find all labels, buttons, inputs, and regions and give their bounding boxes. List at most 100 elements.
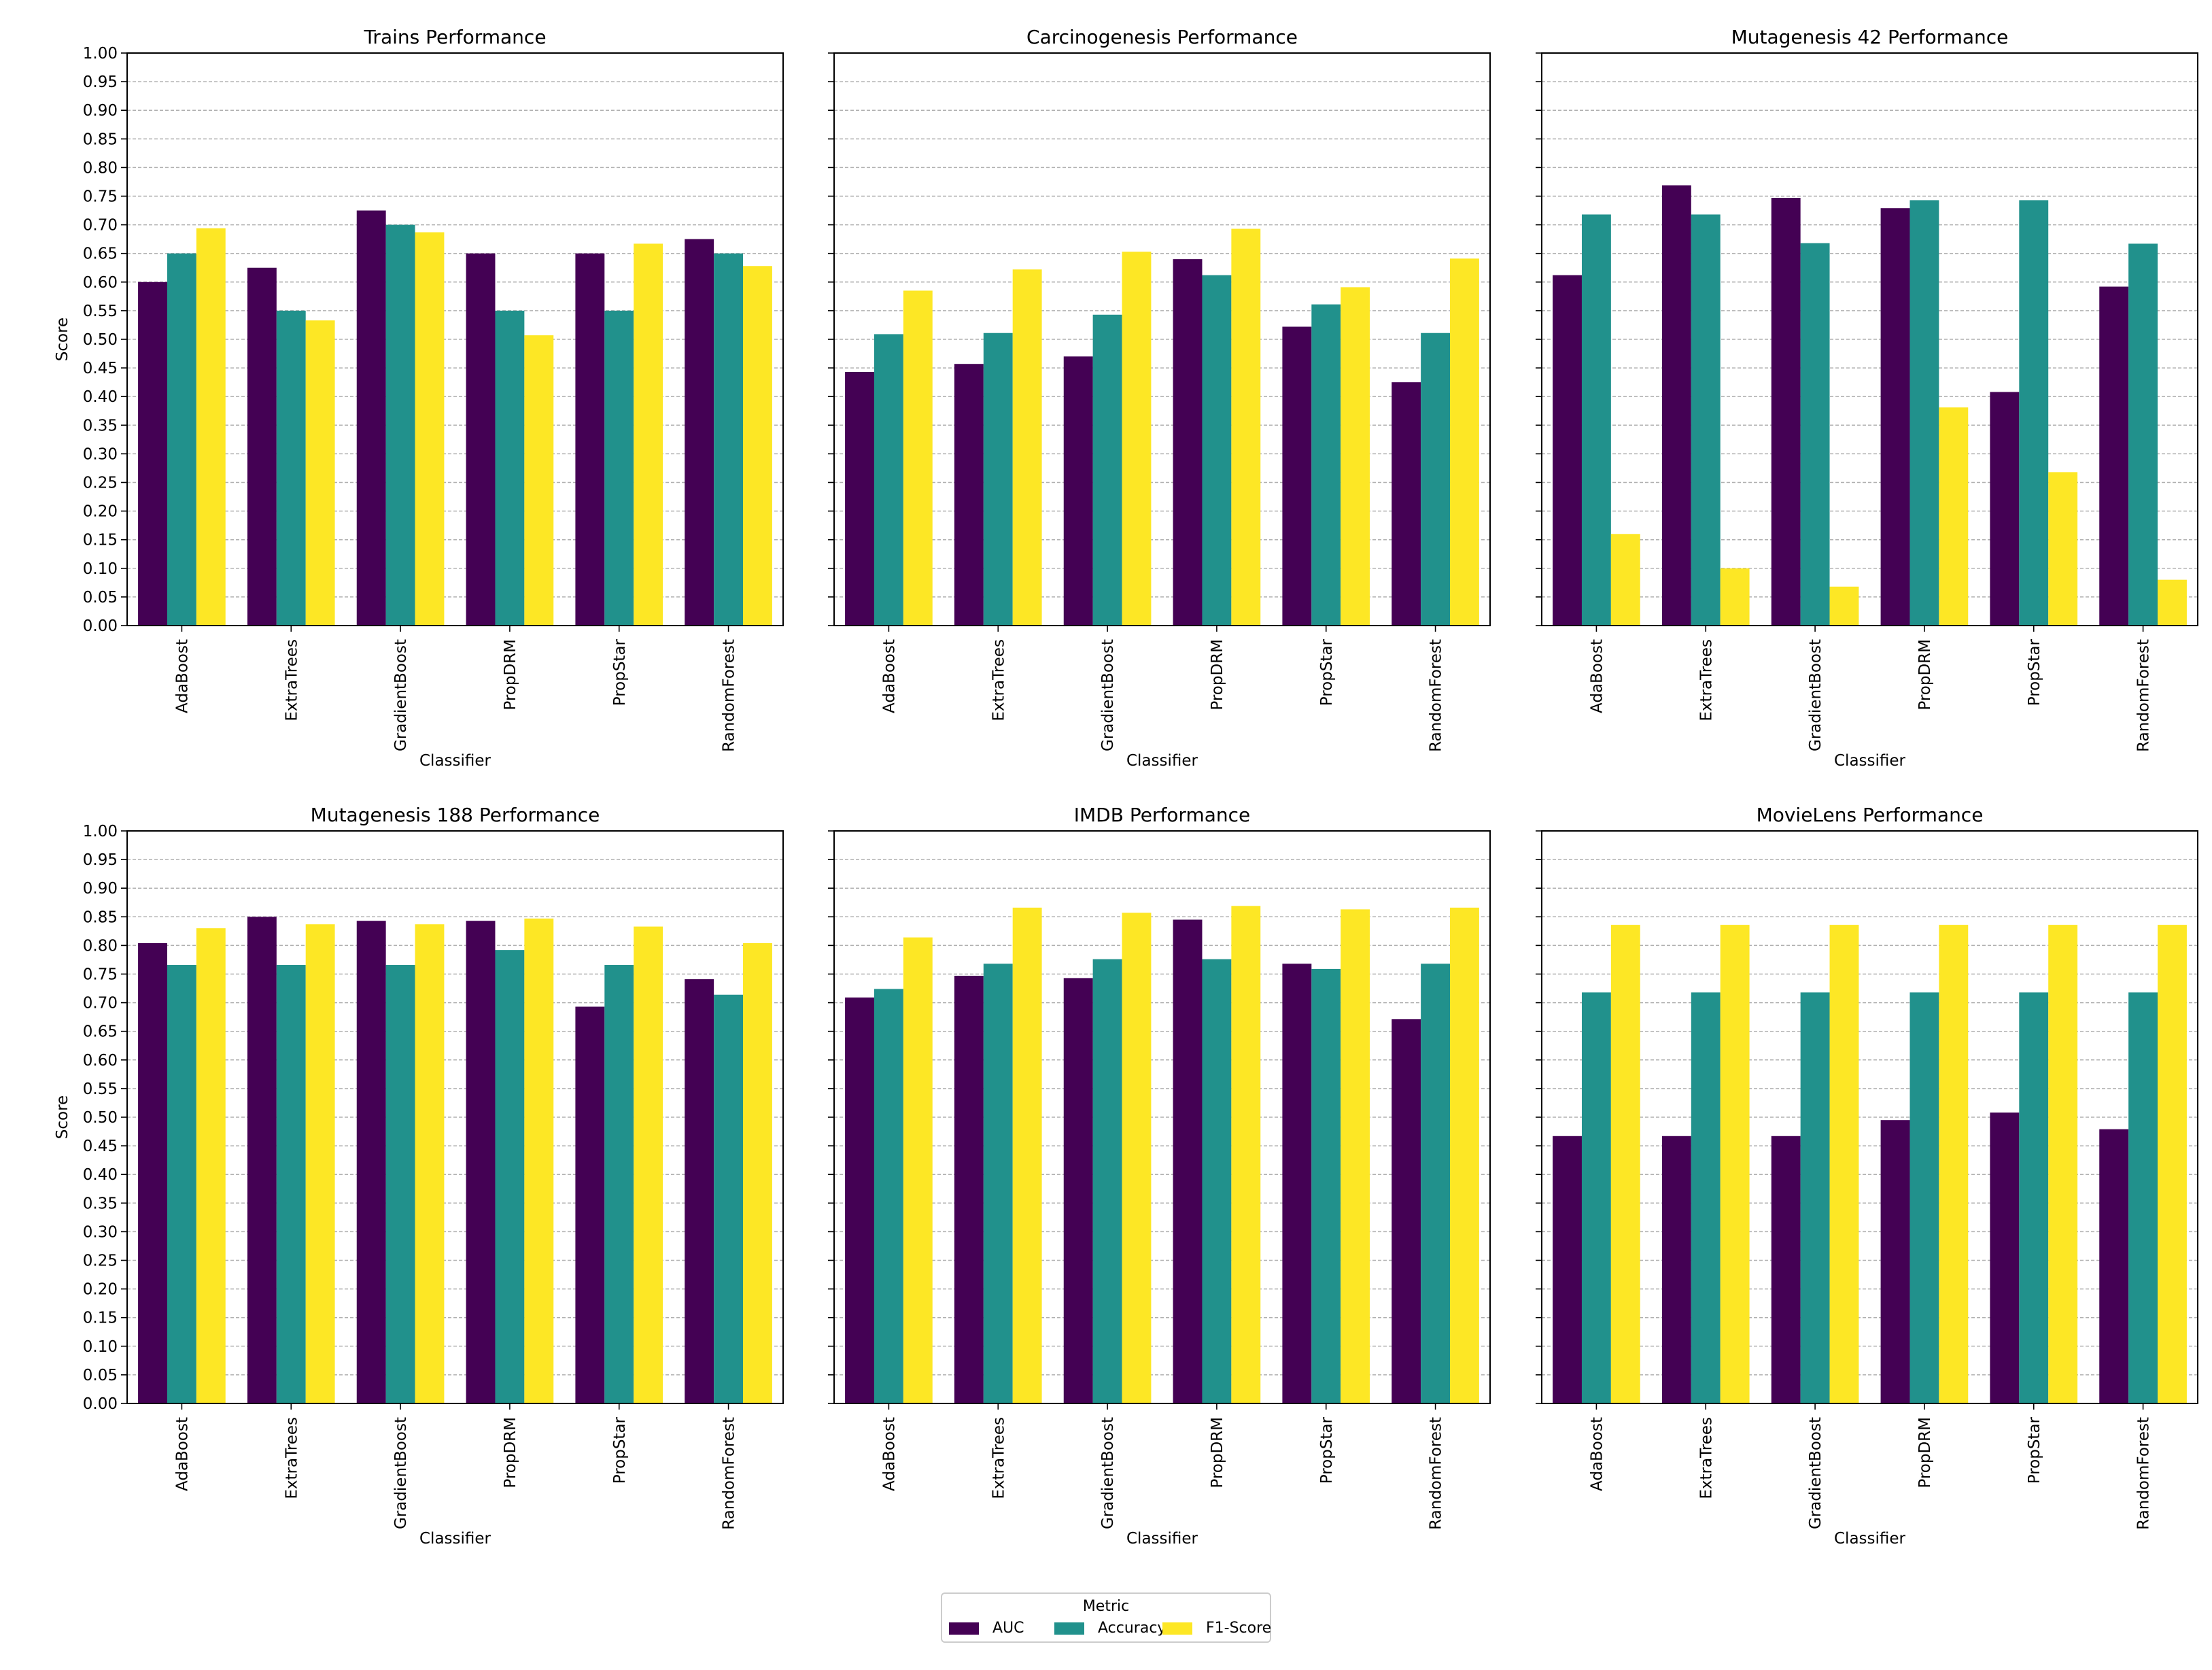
bar-accuracy-adaboost <box>1581 992 1611 1403</box>
y-tick-label: 0.60 <box>83 274 118 292</box>
bar-accuracy-propstar <box>2019 200 2049 626</box>
x-tick-label-randomforest: RandomForest <box>2135 639 2153 752</box>
plot-frame <box>833 52 1491 626</box>
bar-auc-extratrees <box>954 364 984 626</box>
y-tick-label: 0.30 <box>83 445 118 463</box>
bar-auc-gradientboost <box>1063 356 1093 626</box>
y-tick-label: 0.00 <box>83 1395 118 1413</box>
bar-f1-score-gradientboost <box>1829 925 1859 1403</box>
y-tick-label: 0.65 <box>83 1023 118 1041</box>
x-tick-label-gradientboost: GradientBoost <box>1099 639 1117 751</box>
bar-accuracy-randomforest <box>1421 964 1451 1403</box>
bar-auc-gradientboost <box>356 210 386 626</box>
x-tick-label-propdrm: PropDRM <box>1209 1417 1226 1488</box>
x-tick-label-adaboost: AdaBoost <box>880 1417 898 1491</box>
bar-f1-score-propdrm <box>524 335 554 626</box>
y-tick-label: 0.00 <box>83 617 118 635</box>
bar-auc-propstar <box>575 1006 605 1403</box>
x-tick-label-propstar: PropStar <box>2026 1416 2043 1484</box>
x-tick-label-gradientboost: GradientBoost <box>1099 1417 1117 1529</box>
bar-accuracy-gradientboost <box>1800 992 1830 1403</box>
y-tick-label: 1.00 <box>83 45 118 63</box>
bar-accuracy-gradientboost <box>1092 314 1122 626</box>
bar-f1-score-gradientboost <box>1122 913 1152 1403</box>
y-tick-label: 0.40 <box>83 1166 118 1184</box>
x-tick-label-adaboost: AdaBoost <box>173 639 191 713</box>
y-tick-label: 0.90 <box>83 102 118 120</box>
y-tick-label: 0.85 <box>83 908 118 926</box>
bar-accuracy-propstar <box>604 965 634 1403</box>
x-axis-label: Classifier <box>1834 752 1906 770</box>
bar-f1-score-propdrm <box>1939 925 1969 1403</box>
bar-auc-adaboost <box>1553 275 1582 626</box>
bar-accuracy-propstar <box>2019 992 2049 1403</box>
bar-auc-randomforest <box>685 239 714 626</box>
y-tick-label: 0.20 <box>83 503 118 521</box>
bar-accuracy-extratrees <box>276 310 306 626</box>
x-tick-label-propstar: PropStar <box>611 1416 629 1484</box>
x-tick-label-adaboost: AdaBoost <box>1588 1417 1606 1491</box>
plot-frame <box>1541 830 2198 1404</box>
bar-auc-extratrees <box>954 976 984 1403</box>
bar-accuracy-propdrm <box>495 950 525 1403</box>
chart-title: Carcinogenesis Performance <box>1026 26 1298 48</box>
bar-f1-score-propdrm <box>1231 906 1261 1403</box>
bar-f1-score-gradientboost <box>1829 586 1859 626</box>
bar-f1-score-propdrm <box>524 918 554 1403</box>
bar-f1-score-randomforest <box>1450 907 1479 1403</box>
bar-accuracy-gradientboost <box>1800 243 1830 626</box>
bar-f1-score-propstar <box>634 243 663 626</box>
y-tick-label: 0.05 <box>83 1367 118 1384</box>
bar-f1-score-propstar <box>2048 925 2078 1403</box>
bar-accuracy-randomforest <box>2128 243 2158 626</box>
x-tick-label-propdrm: PropDRM <box>1916 1417 1934 1488</box>
legend-label-auc: AUC <box>992 1620 1024 1637</box>
bar-auc-gradientboost <box>1771 198 1801 626</box>
bar-accuracy-propdrm <box>1202 959 1232 1403</box>
bar-auc-adaboost <box>138 943 167 1403</box>
bar-auc-randomforest <box>2099 1129 2129 1403</box>
bar-accuracy-propdrm <box>1909 992 1939 1403</box>
y-tick-label: 0.60 <box>83 1052 118 1070</box>
bar-accuracy-adaboost <box>874 334 903 626</box>
x-tick-label-randomforest: RandomForest <box>2135 1417 2153 1530</box>
bar-auc-propdrm <box>466 253 496 626</box>
y-tick-label: 0.15 <box>83 1310 118 1327</box>
y-tick-label: 0.70 <box>83 217 118 235</box>
x-tick-label-extratrees: ExtraTrees <box>990 639 1007 721</box>
x-tick-label-gradientboost: GradientBoost <box>392 639 410 751</box>
bar-f1-score-extratrees <box>1012 269 1042 626</box>
x-axis-label: Classifier <box>1834 1530 1906 1548</box>
bar-f1-score-adaboost <box>903 290 933 626</box>
bar-auc-propdrm <box>1173 259 1203 626</box>
x-axis-label: Classifier <box>419 752 491 770</box>
bar-f1-score-gradientboost <box>1122 252 1152 626</box>
x-axis-label: Classifier <box>1126 1530 1198 1548</box>
x-axis-label: Classifier <box>419 1530 491 1548</box>
bar-accuracy-randomforest <box>1421 333 1451 626</box>
x-tick-label-randomforest: RandomForest <box>1428 639 1445 752</box>
x-tick-label-propdrm: PropDRM <box>1209 639 1226 711</box>
y-tick-label: 0.65 <box>83 245 118 263</box>
bar-f1-score-adaboost <box>1610 534 1640 626</box>
legend-label-f1-score: F1-Score <box>1206 1620 1272 1637</box>
x-tick-label-extratrees: ExtraTrees <box>283 639 300 721</box>
bar-auc-extratrees <box>247 267 277 626</box>
y-tick-label: 0.15 <box>83 532 118 549</box>
bar-f1-score-extratrees <box>1720 925 1750 1403</box>
bar-accuracy-extratrees <box>276 965 306 1403</box>
y-tick-label: 0.50 <box>83 1109 118 1127</box>
plot-frame <box>1541 52 2198 626</box>
plot-frame <box>126 830 784 1404</box>
x-tick-label-propstar: PropStar <box>1318 1416 1336 1484</box>
chart-title: Mutagenesis 188 Performance <box>311 804 600 826</box>
bar-f1-score-propstar <box>634 926 663 1403</box>
x-tick-label-propstar: PropStar <box>1318 638 1336 706</box>
bar-auc-propstar <box>1282 326 1312 626</box>
plot-frame <box>833 830 1491 1404</box>
bar-auc-propdrm <box>466 921 496 1403</box>
bar-accuracy-propstar <box>1311 968 1341 1403</box>
legend-item-f1-score: F1-Score <box>1162 1620 1271 1637</box>
x-tick-label-randomforest: RandomForest <box>721 639 738 752</box>
legend-swatch-accuracy <box>1054 1622 1084 1635</box>
